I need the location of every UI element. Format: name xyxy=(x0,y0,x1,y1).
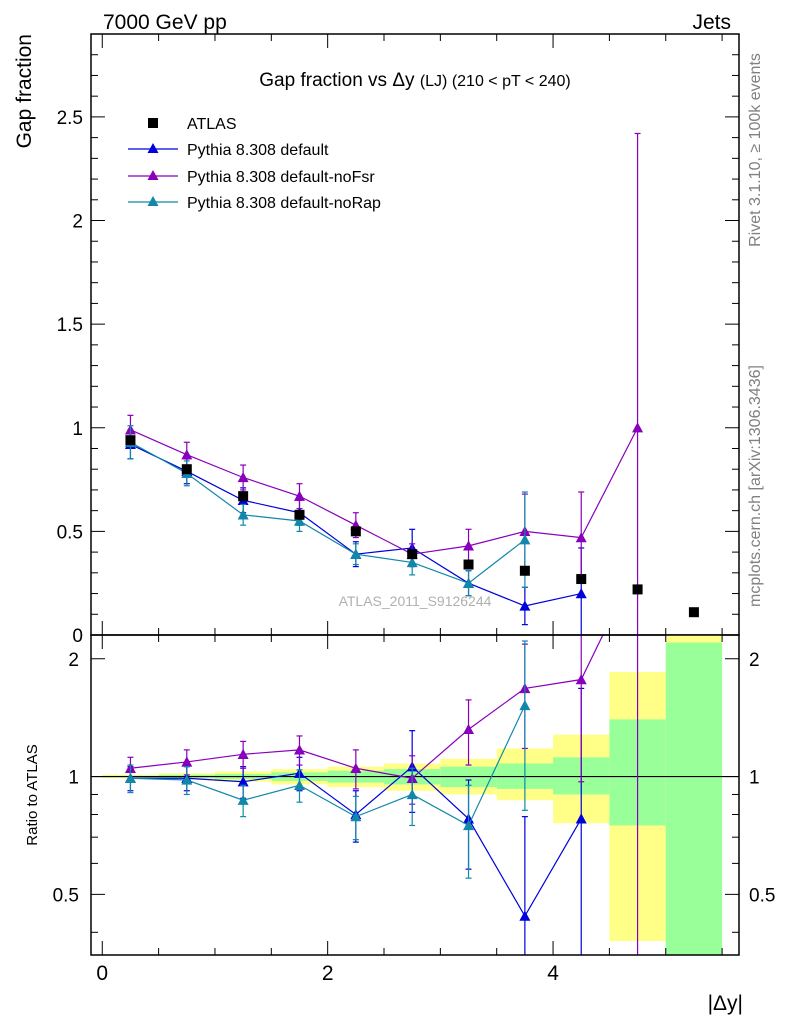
ratio-y-tick-label-right: 1 xyxy=(749,768,760,789)
ratio-point-pythia-8-308-default-norap xyxy=(463,819,475,831)
analysis-watermark: ATLAS_2011_S9126244 xyxy=(339,593,492,609)
ratio-panel-frame xyxy=(90,634,740,956)
point-pythia-8-308-default-nofsr xyxy=(181,449,193,460)
ratio-point-pythia-8-308-default-norap xyxy=(406,788,418,800)
legend: ATLAS Pythia 8.308 default Pythia 8.308 … xyxy=(128,116,381,212)
point-atlas xyxy=(576,574,587,585)
ratio-point-pythia-8-308-default-norap xyxy=(519,699,531,711)
point-atlas xyxy=(125,435,136,446)
rivet-version-label: Rivet 3.1.10, ≥ 100k events xyxy=(747,53,764,247)
line-pythia-8-308-default-nofsr xyxy=(130,427,639,555)
ratio-point-pythia-8-308-default-norap xyxy=(293,779,305,790)
ratio-point-pythia-8-308-default-norap xyxy=(237,794,249,805)
point-pythia-8-308-default-nofsr xyxy=(237,471,249,483)
header-left: 7000 GeV pp xyxy=(103,11,227,34)
point-atlas xyxy=(350,526,361,537)
point-pythia-8-308-default-norap xyxy=(237,509,249,520)
legend-label-norap: Pythia 8.308 default-noRap xyxy=(187,195,381,212)
y-tick-label: 2 xyxy=(72,212,83,233)
point-pythia-8-308-default-norap xyxy=(293,515,305,526)
point-pythia-8-308-default-nofsr xyxy=(463,540,475,551)
x-tick-label: 4 xyxy=(547,962,559,985)
point-pythia-8-308-default xyxy=(575,588,587,599)
chart-title-delta: Δy xyxy=(392,70,415,91)
point-atlas xyxy=(688,607,699,618)
main-panel: ATLAS_2011_S9126244 0 0.5 1 1.5 2 2.5 Gap fra… xyxy=(13,33,740,647)
ratio-y-tick-label-left: 0.5 xyxy=(53,885,79,906)
point-atlas xyxy=(407,549,418,560)
ratio-line-pythia-8-308-default-nofsr xyxy=(130,635,604,779)
chart-title-cut: (LJ) (210 < pT < 240) xyxy=(420,73,571,90)
ratio-y-tick-label-left: 1 xyxy=(68,768,79,789)
point-atlas xyxy=(181,464,192,475)
x-axis-label: |Δy| xyxy=(708,992,743,1015)
point-pythia-8-308-default-nofsr xyxy=(293,490,305,501)
x-tick-label: 0 xyxy=(96,962,108,985)
chart-title-main: Gap fraction vs xyxy=(259,70,387,91)
legend-marker-norap xyxy=(147,196,159,206)
ratio-point-pythia-8-308-default-nofsr xyxy=(350,762,362,773)
y-tick-label: 0 xyxy=(72,626,83,647)
ratio-y-tick-label-left: 2 xyxy=(68,650,79,671)
ratio-y-tick-label-right: 2 xyxy=(749,650,760,671)
ratio-point-pythia-8-308-default xyxy=(237,776,249,787)
mcplots-label: mcplots.cern.ch [arXiv:1306.3436] xyxy=(747,365,764,607)
y-tick-label: 1 xyxy=(72,419,83,440)
point-pythia-8-308-default-norap xyxy=(406,556,418,568)
ratio-point-pythia-8-308-default-nofsr xyxy=(293,744,305,755)
legend-label-nofsr: Pythia 8.308 default-noFsr xyxy=(187,169,375,186)
point-atlas xyxy=(519,565,530,576)
ratio-point-pythia-8-308-default-nofsr xyxy=(463,723,475,735)
point-atlas xyxy=(463,559,474,570)
point-pythia-8-308-default-norap xyxy=(350,548,362,559)
uncertainty-band-inner xyxy=(665,642,723,955)
header-right: Jets xyxy=(692,11,731,34)
ratio-point-pythia-8-308-default-norap xyxy=(124,772,136,783)
ratio-point-pythia-8-308-default xyxy=(519,910,531,921)
ratio-line-pythia-8-308-default-norap xyxy=(130,705,526,827)
y-tick-label: 1.5 xyxy=(57,315,83,336)
ratio-y-axis-label: Ratio to ATLAS xyxy=(24,744,41,845)
ratio-y-tick-label-right: 0.5 xyxy=(749,885,775,906)
line-pythia-8-308-default-norap xyxy=(130,441,526,584)
y-tick-label: 2.5 xyxy=(57,108,83,129)
point-pythia-8-308-default-nofsr xyxy=(575,532,587,543)
ratio-point-pythia-8-308-default-nofsr xyxy=(181,756,193,767)
point-pythia-8-308-default-nofsr xyxy=(632,422,644,433)
ratio-point-pythia-8-308-default-nofsr xyxy=(237,748,249,759)
point-atlas xyxy=(238,491,249,502)
point-pythia-8-308-default-norap xyxy=(463,577,475,588)
ratio-point-pythia-8-308-default xyxy=(575,813,587,824)
point-pythia-8-308-default-norap xyxy=(519,534,531,545)
ratio-panel: 0.5 0.5 1 1 2 2 0 2 4 Ratio to ATLAS |Δy| xyxy=(24,634,775,1015)
legend-marker-nofsr xyxy=(147,170,159,180)
chart-title: Gap fraction vs Δy (LJ) (210 < pT < 240) xyxy=(259,70,570,91)
point-pythia-8-308-default xyxy=(519,600,531,611)
legend-label-atlas: ATLAS xyxy=(187,116,237,133)
legend-marker-default xyxy=(147,143,159,153)
point-atlas xyxy=(632,584,643,595)
y-axis-label: Gap fraction xyxy=(13,34,36,148)
legend-marker-atlas xyxy=(148,118,158,128)
point-atlas xyxy=(294,509,305,520)
ratio-point-pythia-8-308-default-norap xyxy=(350,811,362,822)
ratio-point-pythia-8-308-default-nofsr xyxy=(575,674,587,685)
ratio-point-pythia-8-308-default-norap xyxy=(181,774,193,785)
y-tick-label: 0.5 xyxy=(57,522,83,543)
x-tick-label: 2 xyxy=(322,962,334,985)
legend-label-default: Pythia 8.308 default xyxy=(187,142,329,159)
